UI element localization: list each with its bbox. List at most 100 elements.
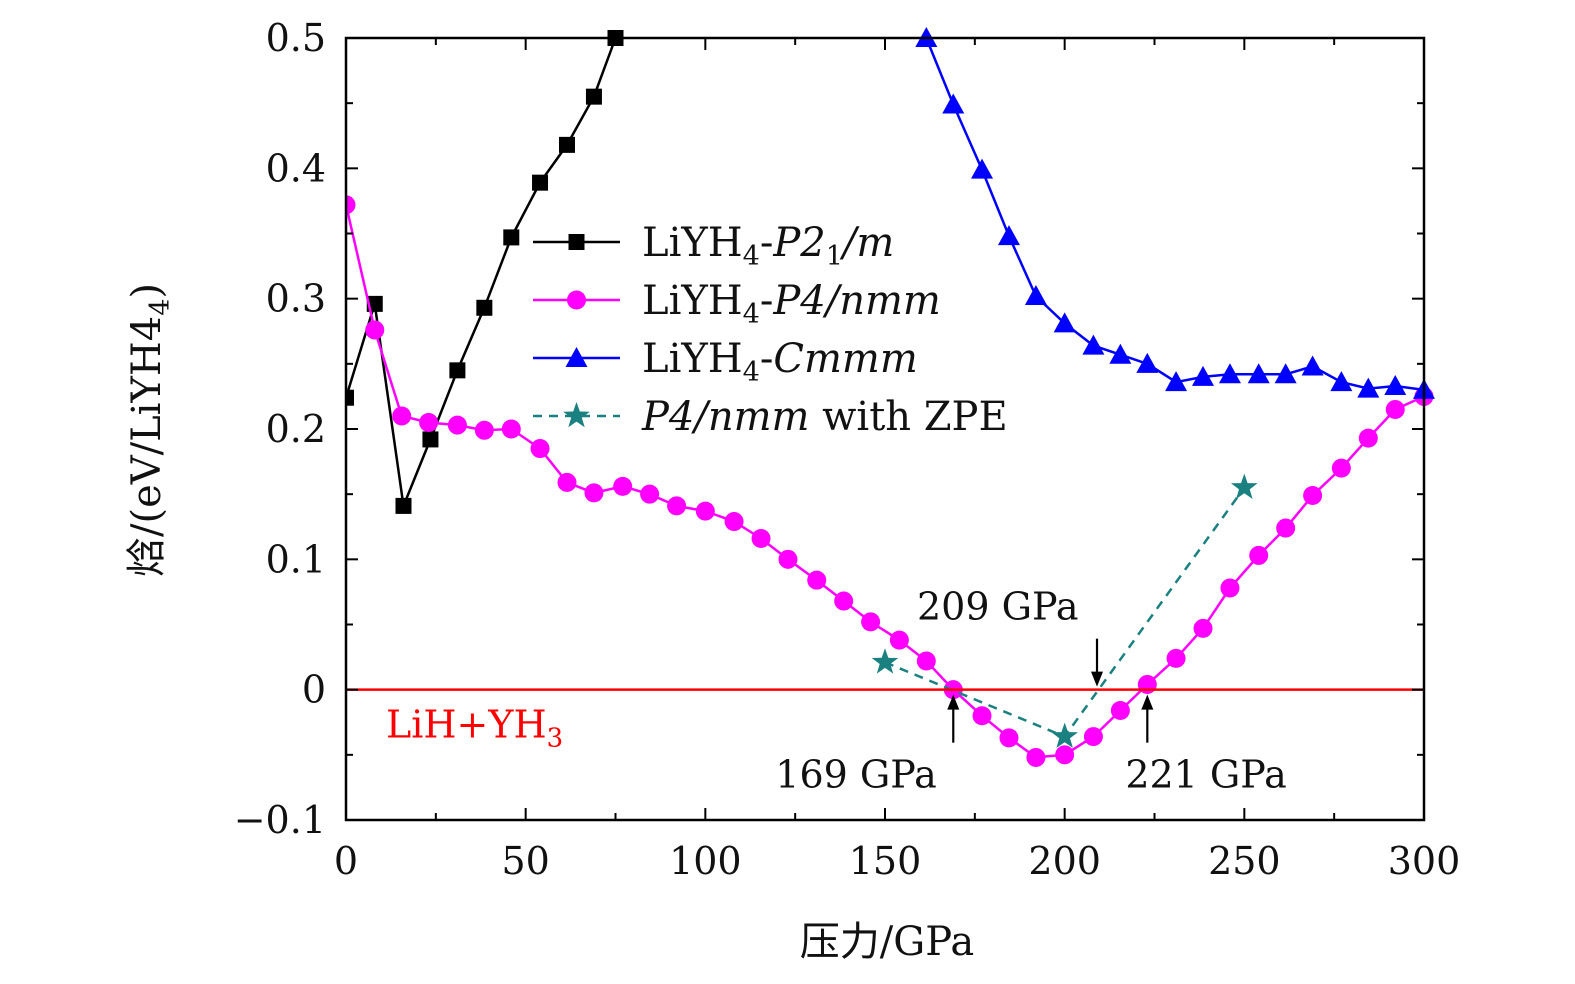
series-2-point — [1024, 285, 1047, 306]
legend-label-3: P4/nmm with ZPE — [641, 394, 1008, 440]
legend-marker-0 — [568, 234, 585, 250]
series-2-point — [1053, 312, 1076, 333]
series-1-point — [640, 484, 660, 504]
annotation-arrow-0-head — [947, 694, 960, 710]
series-1-point — [834, 591, 854, 611]
annotation-label-2: 221 GPa — [1125, 753, 1286, 797]
series-1-point — [392, 406, 412, 426]
legend-prefix: LiYH — [642, 220, 743, 266]
series-3-point — [1051, 722, 1078, 748]
series-1-point — [1026, 747, 1046, 767]
series-1-point — [1385, 399, 1405, 419]
legend-label-0: LiYH4-P21/m — [642, 220, 894, 272]
series-2-point — [971, 158, 994, 179]
series-2-point — [1330, 371, 1353, 392]
y-tick-label: −0.1 — [234, 798, 326, 842]
reference-layer: LiH+YH3 — [346, 688, 1424, 754]
series-1-point — [724, 512, 744, 532]
series-2-point — [1165, 371, 1188, 392]
series-1-point — [1166, 648, 1186, 668]
legend-phase: Cmmm — [773, 336, 917, 382]
series-line-1 — [346, 204, 1425, 759]
series-2-point — [1082, 334, 1105, 355]
legend-dash: - — [760, 278, 774, 324]
x-tick-label: 200 — [1028, 839, 1101, 883]
series-1-point — [1331, 458, 1351, 478]
series-1-point — [695, 501, 715, 521]
legend-prefix: LiYH — [642, 336, 743, 382]
series-0-point — [449, 362, 466, 379]
y-tick-label: 0.4 — [266, 146, 326, 190]
reference-label-sub: 3 — [547, 724, 564, 754]
series-line-2 — [925, 37, 1425, 392]
series-1-point — [365, 320, 385, 340]
legend-dash: - — [760, 220, 774, 266]
y-axis-label-sub: 4 — [145, 299, 176, 316]
series-1-point — [1055, 745, 1075, 765]
series-0-point — [503, 229, 520, 246]
series-2-point — [1301, 355, 1324, 376]
x-axis-label: 压力/GPa — [800, 919, 974, 965]
y-axis-label-main: 焓/(eV/LiYH4 — [124, 316, 170, 577]
series-1-point — [999, 728, 1019, 748]
series-1-point — [1110, 701, 1130, 721]
series-1-point — [346, 195, 356, 215]
series-1-point — [1358, 428, 1378, 448]
annotation-label-0: 169 GPa — [775, 753, 936, 797]
series-1-point — [889, 630, 909, 650]
legend-phase: P4/nmm — [772, 278, 940, 324]
x-tick-label: 150 — [849, 839, 922, 883]
series-0-point — [422, 431, 439, 448]
y-tick-label: 0.5 — [266, 16, 326, 60]
legend-phase-rest: with ZPE — [809, 394, 1007, 440]
series-1-point — [419, 412, 439, 432]
series-0-point — [346, 389, 354, 406]
series-2-point — [1218, 363, 1241, 384]
series-0-point — [395, 497, 412, 514]
series-0-point — [532, 174, 549, 191]
series-1-point — [861, 612, 881, 632]
series-0-point — [476, 299, 493, 316]
y-tick-label: 0.1 — [266, 537, 326, 581]
legend-prefix-sub: 4 — [743, 299, 760, 330]
series-layer — [346, 27, 1435, 767]
legend-phase: P4/nmm — [641, 394, 809, 440]
series-1-point — [1137, 674, 1157, 694]
legend-phase-sub: 1 — [826, 241, 843, 272]
series-1-point — [667, 496, 687, 516]
series-2-point — [1247, 363, 1270, 384]
legend-prefix-sub: 4 — [743, 357, 760, 388]
annotation-label-1: 209 GPa — [917, 585, 1078, 629]
legend-marker-3 — [563, 402, 590, 428]
legend: LiYH4-P21/mLiYH4-P4/nmmLiYH4-CmmmP4/nmm … — [533, 220, 1008, 440]
y-tick-label: 0 — [302, 668, 326, 712]
series-1-point — [447, 415, 467, 435]
series-1-point — [1303, 485, 1323, 505]
series-1-point — [778, 549, 798, 569]
x-tick-label: 100 — [669, 839, 742, 883]
legend-phase-rest: /m — [839, 220, 894, 266]
annotation-arrow-2-head — [1141, 694, 1154, 710]
series-2-point — [997, 225, 1020, 246]
series-3-point — [1231, 473, 1258, 499]
legend-prefix-sub: 4 — [743, 241, 760, 272]
annotation-arrow-1-head — [1091, 671, 1104, 687]
series-1-point — [916, 651, 936, 671]
y-axis-label: 焓/(eV/LiYH44) — [124, 283, 176, 577]
legend-label-1: LiYH4-P4/nmm — [642, 278, 941, 330]
series-1-point — [613, 476, 633, 496]
y-axis-label-close: ) — [124, 283, 170, 299]
series-1-point — [1276, 518, 1296, 538]
series-1-point — [530, 439, 550, 459]
x-tick-label: 0 — [334, 839, 358, 883]
x-tick-label: 50 — [501, 839, 549, 883]
series-0-point — [585, 88, 602, 105]
y-tick-label: 0.2 — [266, 407, 326, 451]
series-2-point — [1384, 374, 1407, 395]
series-2-point — [1109, 343, 1132, 364]
legend-prefix: LiYH — [642, 278, 743, 324]
series-1-point — [1249, 545, 1269, 565]
legend-marker-1 — [567, 290, 586, 310]
